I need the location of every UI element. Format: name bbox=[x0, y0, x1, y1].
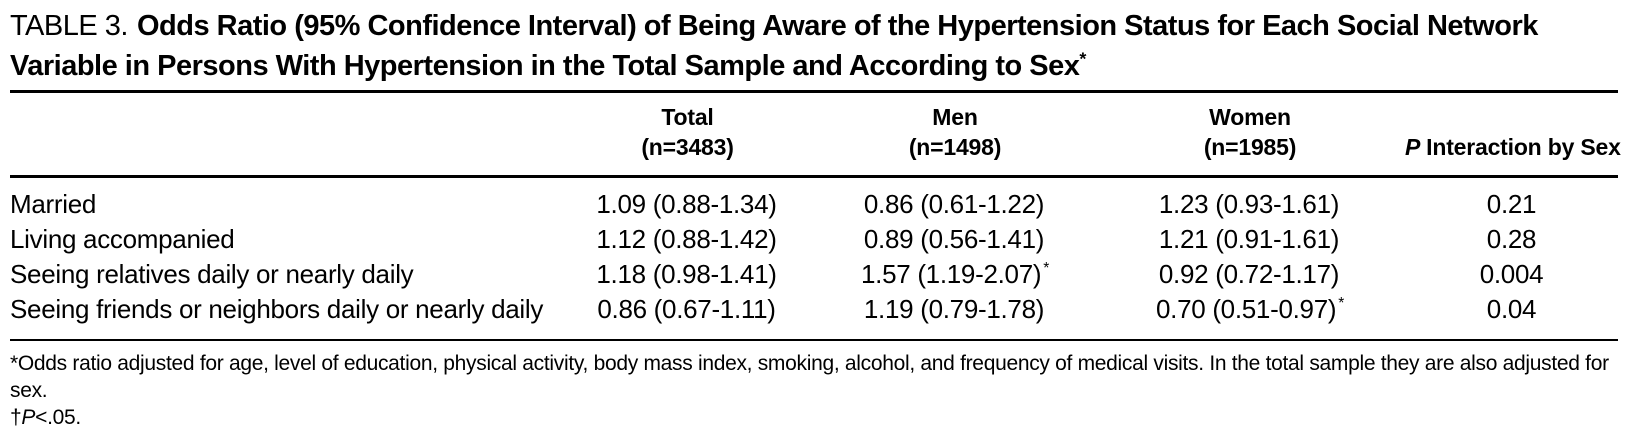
table-row-seeing-friends: Seeing friends or neighbors daily or nea… bbox=[10, 292, 1618, 327]
table-header-row: Total (n=3483) Men (n=1498) Women (n=198… bbox=[10, 93, 1621, 178]
p-italic: P bbox=[1405, 134, 1421, 160]
header-total: Total (n=3483) bbox=[560, 102, 815, 162]
cell-p-interaction: 0.04 bbox=[1486, 294, 1537, 324]
header-p-interaction-label: P Interaction by Sex bbox=[1405, 134, 1621, 160]
header-men: Men (n=1498) bbox=[815, 102, 1095, 162]
table-row-living-accompanied: Living accompanied 1.12 (0.88-1.42) 0.89… bbox=[10, 222, 1618, 257]
header-total-n: (n=3483) bbox=[641, 134, 734, 160]
significance-marker: * bbox=[1338, 295, 1344, 313]
header-variable-empty bbox=[10, 102, 560, 162]
table-caption-footnote-marker: * bbox=[1079, 48, 1086, 69]
row-label: Married bbox=[10, 189, 97, 219]
footnote-asterisk-marker: * bbox=[10, 352, 18, 375]
cell-women: 0.70 (0.51-0.97) * bbox=[1156, 294, 1344, 324]
cell-women: 0.92 (0.72-1.17) bbox=[1158, 259, 1340, 289]
cell-men: 1.19 (0.79-1.78) bbox=[863, 294, 1045, 324]
row-label: Living accompanied bbox=[10, 224, 235, 254]
footnote-significance: †P<.05. bbox=[10, 406, 81, 429]
cell-men: 1.57 (1.19-2.07) * bbox=[861, 259, 1049, 289]
cell-p-interaction: 0.21 bbox=[1486, 189, 1537, 219]
header-women-n: (n=1985) bbox=[1203, 134, 1297, 160]
odds-ratio-table: Total (n=3483) Men (n=1498) Women (n=198… bbox=[10, 90, 1621, 341]
cell-total: 0.86 (0.67-1.11) bbox=[597, 294, 776, 324]
header-women-label: Women bbox=[1209, 104, 1291, 130]
table-row-married: Married 1.09 (0.88-1.34) 0.86 (0.61-1.22… bbox=[10, 187, 1618, 222]
table-caption-text: Odds Ratio (95% Confidence Interval) of … bbox=[10, 10, 1538, 82]
header-men-n: (n=1498) bbox=[908, 134, 1002, 160]
table-3-document: TABLE 3. Odds Ratio (95% Confidence Inter… bbox=[10, 6, 1621, 431]
cell-total: 1.09 (0.88-1.34) bbox=[596, 189, 777, 219]
header-men-label: Men bbox=[932, 104, 978, 130]
header-p-interaction: P Interaction by Sex bbox=[1405, 102, 1621, 162]
cell-women: 1.21 (0.91-1.61) bbox=[1158, 224, 1340, 254]
table-row-seeing-relatives: Seeing relatives daily or nearly daily 1… bbox=[10, 257, 1618, 292]
p-italic: P bbox=[21, 406, 36, 429]
cell-men: 0.89 (0.56-1.41) bbox=[863, 224, 1045, 254]
row-label: Seeing friends or neighbors daily or nea… bbox=[10, 294, 544, 324]
cell-p-interaction: 0.28 bbox=[1486, 224, 1537, 254]
footnote-adjustment: *Odds ratio adjusted for age, level of e… bbox=[10, 352, 1609, 402]
table-body: Married 1.09 (0.88-1.34) 0.86 (0.61-1.22… bbox=[10, 178, 1618, 341]
cell-total: 1.18 (0.98-1.41) bbox=[596, 259, 777, 289]
cell-total: 1.12 (0.88-1.42) bbox=[596, 224, 777, 254]
table-number-label: TABLE 3. bbox=[10, 10, 128, 42]
table-caption: TABLE 3. Odds Ratio (95% Confidence Inter… bbox=[10, 6, 1595, 86]
header-women: Women (n=1985) bbox=[1095, 102, 1405, 162]
footnote-dagger-marker: † bbox=[10, 406, 22, 429]
table-footnotes: *Odds ratio adjusted for age, level of e… bbox=[10, 350, 1618, 431]
significance-marker: * bbox=[1043, 260, 1049, 278]
cell-p-interaction: 0.004 bbox=[1479, 259, 1544, 289]
cell-women: 1.23 (0.93-1.61) bbox=[1158, 189, 1340, 219]
cell-men: 0.86 (0.61-1.22) bbox=[863, 189, 1045, 219]
row-label: Seeing relatives daily or nearly daily bbox=[10, 259, 414, 289]
header-total-label: Total bbox=[661, 104, 714, 130]
